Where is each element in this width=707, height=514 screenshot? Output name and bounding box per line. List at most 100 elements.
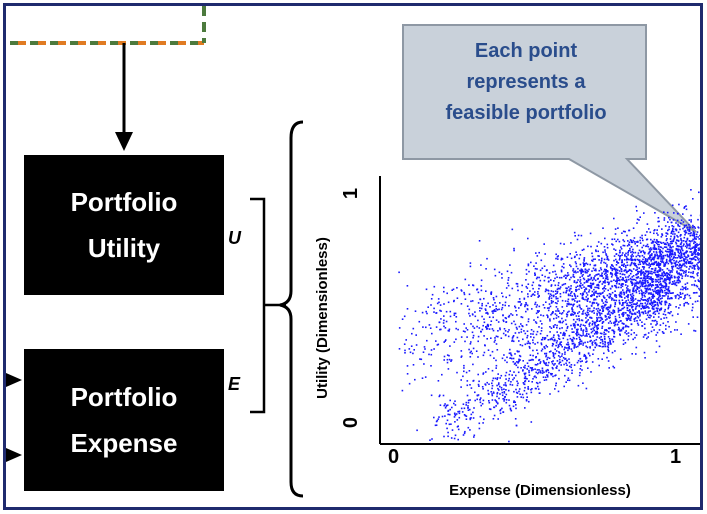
scatter-point: [604, 314, 607, 317]
scatter-point: [664, 250, 667, 252]
scatter-point: [550, 350, 552, 353]
scatter-point: [595, 250, 597, 253]
scatter-point: [657, 274, 659, 276]
scatter-point: [533, 294, 536, 296]
scatter-point: [670, 254, 672, 256]
scatter-point: [487, 368, 490, 370]
scatter-point: [702, 239, 704, 241]
scatter-point: [645, 284, 647, 286]
scatter-point: [503, 396, 506, 398]
scatter-point: [585, 292, 588, 294]
scatter-point: [468, 370, 471, 372]
scatter-point: [658, 225, 660, 228]
scatter-point: [534, 301, 537, 304]
scatter-point: [658, 270, 661, 272]
scatter-point: [588, 274, 591, 277]
scatter-point: [693, 226, 696, 228]
scatter-point: [555, 257, 557, 260]
scatter-point: [643, 291, 645, 294]
scatter-point: [457, 410, 459, 413]
scatter-point: [661, 269, 664, 271]
scatter-point: [521, 393, 524, 396]
scatter-point: [669, 281, 671, 283]
scatter-point: [615, 273, 617, 275]
scatter-point: [546, 374, 549, 376]
scatter-point: [480, 264, 482, 266]
scatter-point: [580, 271, 582, 273]
scatter-point: [640, 251, 642, 254]
scatter-point: [649, 231, 652, 234]
scatter-point: [579, 358, 581, 360]
scatter-point: [583, 265, 585, 267]
scatter-point: [460, 355, 463, 357]
scatter-point: [501, 394, 504, 397]
scatter-point: [530, 421, 533, 423]
scatter-point: [570, 313, 572, 316]
scatter-point: [644, 234, 647, 236]
scatter-point: [478, 427, 481, 430]
scatter-point: [607, 331, 610, 333]
scatter-point: [685, 251, 687, 253]
scatter-point: [632, 248, 634, 251]
scatter-point: [620, 296, 623, 298]
scatter-point: [638, 282, 640, 285]
scatter-point: [635, 269, 637, 271]
scatter-point: [593, 276, 595, 279]
scatter-point: [562, 337, 565, 340]
scatter-point: [545, 352, 548, 355]
scatter-point: [538, 305, 541, 308]
scatter-point: [678, 255, 681, 258]
scatter-point: [477, 383, 480, 386]
scatter-point: [554, 348, 556, 351]
scatter-point: [446, 358, 449, 361]
scatter-point: [514, 305, 516, 308]
scatter-point: [667, 255, 669, 258]
scatter-point: [676, 329, 678, 331]
scatter-point: [544, 253, 546, 255]
scatter-point: [654, 247, 656, 249]
scatter-point: [562, 357, 565, 359]
scatter-point: [406, 308, 409, 310]
scatter-point: [632, 309, 635, 312]
scatter-point: [505, 399, 508, 401]
scatter-point: [565, 323, 568, 326]
scatter-point: [453, 416, 456, 418]
scatter-point: [683, 206, 686, 208]
scatter-point: [673, 235, 676, 238]
scatter-point: [696, 263, 698, 266]
scatter-point: [578, 353, 581, 355]
scatter-point: [693, 242, 695, 245]
scatter-point: [622, 339, 625, 342]
scatter-point: [493, 392, 495, 394]
scatter-point: [673, 275, 676, 278]
scatter-point: [602, 305, 604, 307]
scatter-point: [598, 281, 601, 283]
scatter-point: [601, 345, 604, 348]
scatter-point: [543, 379, 546, 381]
scatter-point: [684, 294, 687, 296]
scatter-point: [460, 386, 462, 388]
scatter-point: [558, 377, 560, 380]
scatter-point: [611, 329, 614, 331]
scatter-point: [602, 281, 605, 283]
scatter-point: [600, 274, 603, 276]
scatter-point: [655, 292, 657, 295]
scatter-point: [660, 246, 663, 249]
scatter-point: [458, 412, 461, 415]
scatter-point: [615, 282, 618, 285]
scatter-point: [669, 249, 672, 251]
scatter-point: [660, 242, 663, 244]
scatter-point: [670, 276, 672, 278]
scatter-point: [701, 238, 703, 240]
scatter-point: [645, 304, 648, 306]
scatter-point: [578, 311, 581, 313]
scatter-point: [640, 289, 642, 291]
scatter-point: [548, 303, 551, 305]
scatter-point: [585, 305, 588, 307]
scatter-point: [669, 218, 671, 221]
scatter-point: [453, 437, 456, 440]
scatter-point: [559, 341, 562, 344]
scatter-point: [529, 342, 531, 345]
scatter-point: [702, 268, 703, 270]
scatter-point: [516, 384, 519, 387]
